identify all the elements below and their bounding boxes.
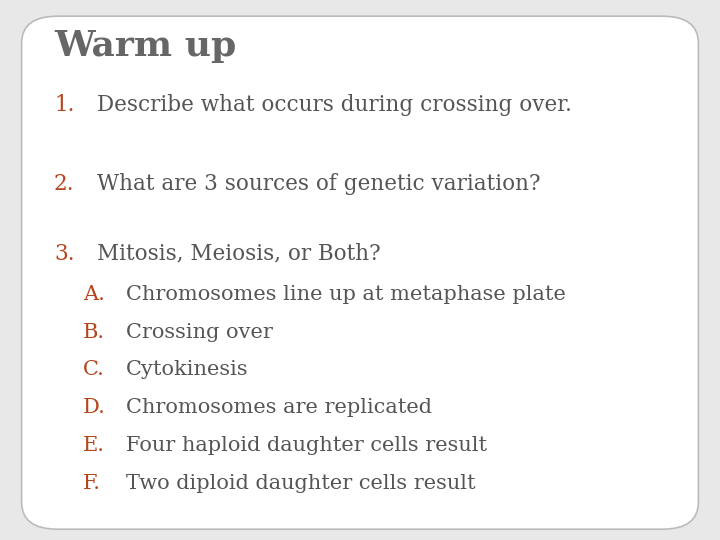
Text: Chromosomes are replicated: Chromosomes are replicated (126, 398, 432, 417)
Text: Chromosomes line up at metaphase plate: Chromosomes line up at metaphase plate (126, 285, 566, 304)
Text: E.: E. (83, 436, 105, 455)
Text: Two diploid daughter cells result: Two diploid daughter cells result (126, 474, 476, 493)
Text: A.: A. (83, 285, 104, 304)
Text: Describe what occurs during crossing over.: Describe what occurs during crossing ove… (97, 94, 572, 116)
Text: Cytokinesis: Cytokinesis (126, 360, 248, 380)
Text: B.: B. (83, 322, 105, 342)
Text: What are 3 sources of genetic variation?: What are 3 sources of genetic variation? (97, 173, 541, 194)
Text: Four haploid daughter cells result: Four haploid daughter cells result (126, 436, 487, 455)
Text: C.: C. (83, 360, 104, 380)
Text: Mitosis, Meiosis, or Both?: Mitosis, Meiosis, or Both? (97, 243, 381, 265)
Text: 2.: 2. (54, 173, 74, 194)
Text: D.: D. (83, 398, 106, 417)
Text: Crossing over: Crossing over (126, 322, 273, 342)
Text: 3.: 3. (54, 243, 74, 265)
Text: 1.: 1. (54, 94, 74, 116)
FancyBboxPatch shape (22, 16, 698, 529)
Text: Warm up: Warm up (54, 29, 236, 63)
Text: F.: F. (83, 474, 101, 493)
